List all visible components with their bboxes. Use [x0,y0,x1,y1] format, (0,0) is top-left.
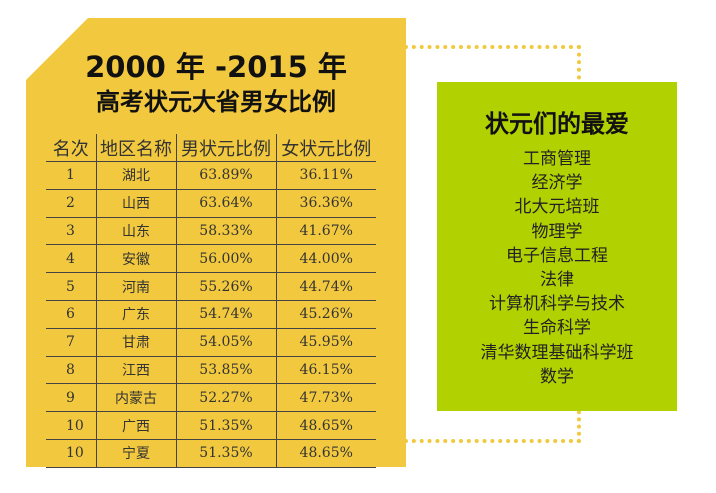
table-row: 10 广西 51.35% 48.65% [46,411,376,440]
table-row: 10 宁夏 51.35% 48.65% [46,439,376,468]
favorites-card-background [437,82,677,411]
cell-rank: 5 [46,272,96,301]
list-item: 计算机科学与技术 [489,294,625,315]
cell-rank: 9 [46,383,96,413]
table-header-row: 名次 地区名称 男状元比例 女状元比例 [46,134,376,162]
cell-region: 甘肃 [95,328,176,357]
cell-rank: 2 [46,189,96,218]
list-item: 物理学 [531,221,583,242]
cell-region: 宁夏 [95,439,176,468]
cell-female-ratio: 45.26% [275,300,376,329]
cell-rank: 6 [46,300,96,329]
cell-female-ratio: 36.11% [275,161,376,190]
cell-region: 广西 [95,411,176,440]
cell-rank: 10 [46,439,96,468]
table-row: 5 河南 55.26% 44.74% [46,272,376,301]
table-row: 2 山西 63.64% 36.36% [46,189,376,218]
cell-male-ratio: 51.35% [175,411,276,440]
cell-female-ratio: 45.95% [275,328,376,357]
cell-male-ratio: 51.35% [175,439,276,468]
favorite-majors-list: 工商管理 经济学 北大元培班 物理学 电子信息工程 法律 计算机科学与技术 生命… [437,147,677,389]
cell-rank: 10 [46,411,96,440]
cell-rank: 4 [46,244,96,274]
cell-male-ratio: 52.27% [175,383,276,413]
list-item: 电子信息工程 [506,245,608,266]
cell-male-ratio: 53.85% [175,356,276,385]
cell-male-ratio: 55.26% [175,272,276,301]
table-row: 7 甘肃 54.05% 45.95% [46,328,376,357]
cell-region: 山西 [95,189,176,218]
cell-male-ratio: 54.05% [175,328,276,357]
header-male-ratio: 男状元比例 [175,134,276,162]
cell-female-ratio: 46.15% [275,356,376,385]
list-item: 经济学 [531,173,583,194]
cell-rank: 1 [46,161,96,190]
list-item: 生命科学 [523,318,591,339]
cell-male-ratio: 56.00% [175,244,276,274]
cell-region: 湖北 [95,161,176,190]
dotted-connector-top [404,45,581,87]
title-year-range: 2000 年 -2015 年 [85,50,347,84]
cell-male-ratio: 58.33% [175,217,276,246]
table-row: 3 山东 58.33% 41.67% [46,217,376,246]
cell-female-ratio: 44.74% [275,272,376,301]
header-region: 地区名称 [95,134,176,162]
cell-rank: 3 [46,217,96,246]
list-item: 工商管理 [523,149,591,169]
list-item: 法律 [540,270,574,291]
table-row: 9 内蒙古 52.27% 47.73% [46,383,376,413]
cell-female-ratio: 47.73% [275,383,376,413]
cell-male-ratio: 63.89% [175,161,276,190]
cell-region: 山东 [95,217,176,246]
favorites-title: 状元们的最爱 [485,110,629,138]
cell-male-ratio: 54.74% [175,300,276,329]
cell-female-ratio: 48.65% [275,439,376,468]
cell-region: 河南 [95,272,176,301]
header-female-ratio: 女状元比例 [275,134,376,162]
table-row: 1 湖北 63.89% 36.11% [46,161,376,190]
infographic-title: 2000 年 -2015 年 高考状元大省男女比例 [26,50,406,118]
cell-rank: 8 [46,356,96,385]
cell-male-ratio: 63.64% [175,189,276,218]
cell-female-ratio: 48.65% [275,411,376,440]
cell-region: 江西 [95,356,176,385]
table-row: 8 江西 53.85% 46.15% [46,356,376,385]
cell-rank: 7 [46,328,96,357]
table-row: 6 广东 54.74% 45.26% [46,300,376,329]
title-subject: 高考状元大省男女比例 [96,88,336,116]
dotted-connector-bottom [404,403,581,443]
list-item: 北大元培班 [514,197,600,218]
cell-region: 内蒙古 [95,383,176,413]
cell-female-ratio: 41.67% [275,217,376,246]
cell-female-ratio: 44.00% [275,244,376,274]
cell-region: 广东 [95,300,176,329]
table-row: 4 安徽 56.00% 44.00% [46,244,376,274]
cell-region: 安徽 [95,244,176,274]
list-item: 清华数理基础科学班 [480,342,634,363]
list-item: 数学 [540,366,574,387]
cell-female-ratio: 36.36% [275,189,376,218]
header-rank: 名次 [46,134,96,162]
gender-ratio-table: 名次 地区名称 男状元比例 女状元比例 1 湖北 63.89% 36.11% 2… [46,134,376,468]
